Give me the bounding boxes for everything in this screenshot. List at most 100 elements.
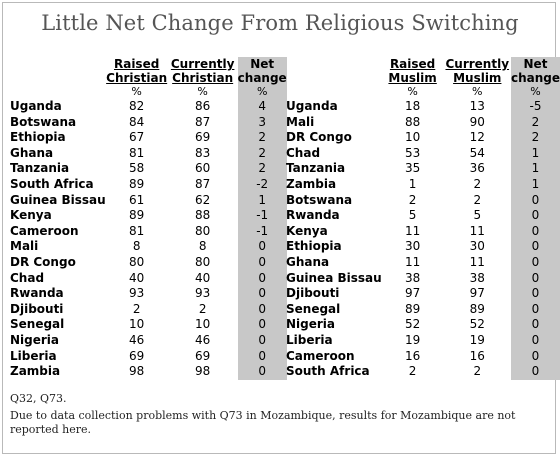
- current-cell: 80: [195, 223, 211, 238]
- current-cell: 97: [469, 286, 485, 301]
- net-change-cell: 0: [237, 254, 287, 271]
- raised-cell: 11: [404, 254, 421, 269]
- net-change-cell: 2: [237, 145, 287, 162]
- raised-cell: 38: [404, 270, 421, 285]
- muslim-table: Raised Muslim Currently Muslim Net change%%% …: [286, 57, 560, 380]
- country-cell: Zambia: [10, 364, 61, 379]
- unit-label: %: [131, 85, 142, 98]
- current-cell: 87: [195, 176, 211, 191]
- raised-cell: 46: [129, 332, 145, 347]
- raised-cell: 88: [404, 114, 421, 129]
- country-cell: Liberia: [286, 332, 333, 347]
- table-row: Kenya 89 88 -1: [10, 208, 287, 224]
- table-row: Ethiopia 30 30 0: [286, 239, 560, 255]
- table-row: Rwanda 93 93 0: [10, 286, 287, 302]
- net-change-cell: 0: [237, 348, 287, 365]
- table-row: Ghana 11 11 0: [286, 254, 560, 271]
- country-cell: Cameroon: [286, 348, 355, 363]
- column-header: Currently Muslim: [445, 57, 510, 85]
- net-change-cell: 1: [510, 176, 560, 193]
- column-header: Net change: [237, 57, 287, 85]
- unit-label: %: [510, 85, 560, 99]
- net-change-cell: 0: [510, 301, 560, 318]
- raised-cell: 84: [129, 114, 145, 129]
- raised-cell: 82: [129, 99, 145, 113]
- raised-cell: 8: [132, 239, 141, 254]
- current-cell: 19: [469, 332, 485, 347]
- table-row: Ethiopia 67 69 2: [10, 130, 287, 146]
- table-row: Tanzania 58 60 2: [10, 161, 287, 177]
- table-row: DR Congo 80 80 0: [10, 254, 287, 271]
- raised-cell: 89: [404, 301, 421, 316]
- current-cell: 10: [195, 317, 211, 332]
- country-cell: Kenya: [286, 223, 328, 238]
- table-row: DR Congo 10 12 2: [286, 130, 560, 146]
- net-change-cell: 1: [510, 161, 560, 177]
- current-cell: 62: [195, 192, 211, 207]
- current-cell: 69: [195, 348, 211, 363]
- country-cell: Djibouti: [10, 301, 64, 316]
- country-cell: Rwanda: [286, 208, 340, 223]
- current-cell: 86: [195, 99, 211, 113]
- raised-cell: 81: [129, 223, 145, 238]
- column-header: Raised Muslim: [388, 57, 437, 85]
- net-change-cell: 0: [510, 192, 560, 209]
- raised-cell: 67: [129, 130, 145, 145]
- raised-cell: 97: [404, 286, 421, 301]
- country-cell: Nigeria: [286, 317, 336, 332]
- table-row: Botswana 2 2 0: [286, 192, 560, 209]
- country-cell: Tanzania: [286, 161, 346, 176]
- current-cell: 12: [469, 130, 485, 145]
- country-cell: Botswana: [286, 192, 353, 207]
- net-change-cell: 2: [510, 114, 560, 131]
- raised-cell: 58: [129, 161, 145, 176]
- unit-label: [286, 85, 382, 99]
- raised-cell: 93: [129, 286, 145, 301]
- country-cell: Guinea Bissau: [10, 192, 106, 207]
- current-cell: 8: [198, 239, 207, 254]
- net-change-cell: 0: [237, 239, 287, 255]
- column-header: [10, 57, 106, 85]
- country-cell: Uganda: [10, 99, 62, 113]
- net-change-cell: 0: [510, 286, 560, 302]
- country-cell: Zambia: [286, 176, 337, 191]
- country-cell: Nigeria: [10, 332, 60, 347]
- current-cell: 46: [195, 332, 211, 347]
- current-cell: 89: [469, 301, 485, 316]
- net-change-cell: 0: [510, 332, 560, 349]
- table-row: South Africa 2 2 0: [286, 364, 560, 380]
- table-row: Ghana 81 83 2: [10, 145, 287, 162]
- country-cell: South Africa: [286, 364, 370, 379]
- unit-label: [10, 85, 106, 99]
- chart-title: Little Net Change From Religious Switchi…: [41, 11, 519, 35]
- current-cell: 11: [469, 254, 485, 269]
- unit-label: %: [407, 85, 418, 98]
- current-cell: 5: [473, 208, 482, 223]
- country-cell: Kenya: [10, 208, 52, 223]
- net-change-cell: 3: [237, 114, 287, 131]
- raised-cell: 89: [129, 176, 145, 191]
- current-cell: 2: [473, 364, 482, 379]
- country-cell: South Africa: [10, 176, 94, 191]
- table-row: Mali 8 8 0: [10, 239, 287, 255]
- current-cell: 52: [469, 317, 485, 332]
- country-cell: Mali: [286, 114, 315, 129]
- table-row: Senegal 10 10 0: [10, 317, 287, 333]
- country-cell: Cameroon: [10, 223, 79, 238]
- net-change-cell: -5: [510, 99, 560, 115]
- raised-cell: 40: [129, 270, 145, 285]
- raised-cell: 19: [404, 332, 421, 347]
- current-cell: 11: [469, 223, 485, 238]
- raised-cell: 80: [129, 254, 145, 269]
- country-cell: Ethiopia: [286, 239, 342, 254]
- raised-cell: 81: [129, 145, 145, 160]
- table-row: Cameroon 81 80 -1: [10, 223, 287, 240]
- table-row: Djibouti 97 97 0: [286, 286, 560, 302]
- current-cell: 80: [195, 254, 211, 269]
- net-change-cell: 0: [510, 364, 560, 380]
- current-cell: 69: [195, 130, 211, 145]
- net-change-cell: -2: [237, 176, 287, 193]
- table-row: Zambia 1 2 1: [286, 176, 560, 193]
- table-row: Chad 40 40 0: [10, 270, 287, 287]
- raised-cell: 52: [404, 317, 421, 332]
